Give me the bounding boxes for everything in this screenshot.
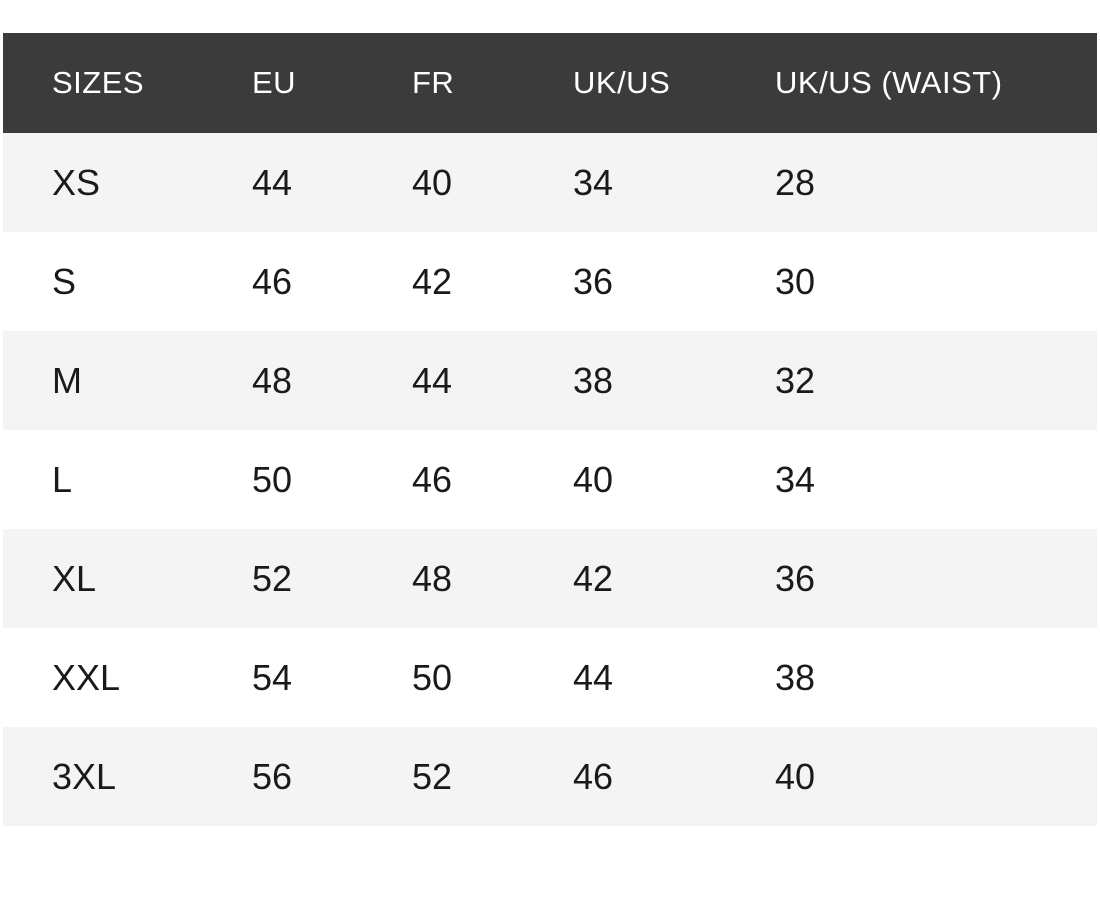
cell-size: 3XL bbox=[52, 755, 117, 797]
cell-uk-us-waist: 38 bbox=[775, 656, 816, 698]
cell-size: L bbox=[52, 458, 73, 500]
cell-uk-us: 46 bbox=[573, 755, 614, 797]
table-row-xs: XS 44 40 34 28 bbox=[3, 133, 1097, 232]
header-cell-uk-us-waist: UK/US (WAIST) bbox=[775, 65, 1003, 100]
cell-eu: 50 bbox=[252, 458, 293, 500]
cell-fr: 46 bbox=[412, 458, 453, 500]
cell-fr: 42 bbox=[412, 260, 453, 302]
table-row-m: M 48 44 38 32 bbox=[3, 331, 1097, 430]
cell-eu: 52 bbox=[252, 557, 293, 599]
table-row-xl: XL 52 48 42 36 bbox=[3, 529, 1097, 628]
cell-uk-us: 36 bbox=[573, 260, 614, 302]
cell-fr: 48 bbox=[412, 557, 453, 599]
cell-fr: 44 bbox=[412, 359, 453, 401]
cell-size: XS bbox=[52, 161, 101, 203]
size-chart-table: SIZES EU FR UK/US UK/US (WAIST) XS 44 40… bbox=[3, 33, 1097, 826]
cell-uk-us-waist: 40 bbox=[775, 755, 816, 797]
cell-eu: 46 bbox=[252, 260, 293, 302]
cell-uk-us-waist: 34 bbox=[775, 458, 816, 500]
cell-eu: 56 bbox=[252, 755, 293, 797]
cell-uk-us: 34 bbox=[573, 161, 614, 203]
cell-uk-us: 42 bbox=[573, 557, 614, 599]
header-cell-uk-us: UK/US bbox=[573, 65, 671, 100]
cell-uk-us: 38 bbox=[573, 359, 614, 401]
cell-fr: 40 bbox=[412, 161, 453, 203]
header-cell-sizes: SIZES bbox=[52, 65, 145, 100]
header-cell-eu: EU bbox=[252, 65, 297, 100]
cell-size: XXL bbox=[52, 656, 121, 698]
cell-uk-us-waist: 36 bbox=[775, 557, 816, 599]
table-row-s: S 46 42 36 30 bbox=[3, 232, 1097, 331]
cell-uk-us: 44 bbox=[573, 656, 614, 698]
cell-size: S bbox=[52, 260, 77, 302]
table-header-row: SIZES EU FR UK/US UK/US (WAIST) bbox=[3, 33, 1097, 133]
table-row-l: L 50 46 40 34 bbox=[3, 430, 1097, 529]
cell-size: M bbox=[52, 359, 82, 401]
cell-fr: 52 bbox=[412, 755, 453, 797]
cell-uk-us-waist: 28 bbox=[775, 161, 816, 203]
cell-eu: 54 bbox=[252, 656, 293, 698]
cell-eu: 48 bbox=[252, 359, 293, 401]
cell-eu: 44 bbox=[252, 161, 293, 203]
cell-size: XL bbox=[52, 557, 97, 599]
table-row-3xl: 3XL 56 52 46 40 bbox=[3, 727, 1097, 826]
cell-uk-us: 40 bbox=[573, 458, 614, 500]
cell-fr: 50 bbox=[412, 656, 453, 698]
header-cell-fr: FR bbox=[412, 65, 455, 100]
cell-uk-us-waist: 30 bbox=[775, 260, 816, 302]
table-row-xxl: XXL 54 50 44 38 bbox=[3, 628, 1097, 727]
cell-uk-us-waist: 32 bbox=[775, 359, 816, 401]
